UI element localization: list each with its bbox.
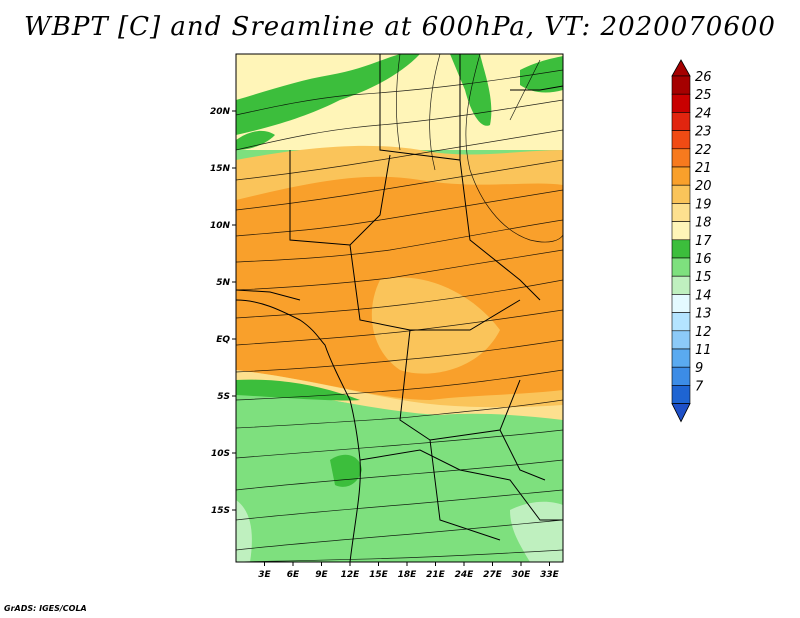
colorbar: 26 25 24 23 22 21 20 19 18 17 16 15 14 13 12 11 9 7 [671,59,712,423]
colorbar-swatch [671,294,691,313]
lon-tick-label: 18E [398,570,418,580]
colorbar-swatch [671,348,691,368]
colorbar-label: 12 [695,325,712,340]
colorbar-swatch [671,239,691,259]
colorbar-swatch [671,75,691,95]
lat-tick-label: EQ [216,335,230,345]
colorbar-swatch [671,166,691,186]
colorbar-label: 13 [695,307,712,322]
colorbar-swatch [671,366,691,386]
colorbar-swatch [671,257,691,277]
colorbar-label: 14 [695,288,712,303]
lon-tick-label: 33E [540,570,560,580]
lat-tick-label: 5N [216,278,230,288]
grads-credit: GrADS: IGES/COLA [4,604,87,613]
colorbar-bottom-arrow [671,403,691,423]
lon-tick-label: 15E [369,570,389,580]
streamlines [236,54,563,562]
colorbar-swatch [671,112,691,131]
colorbar-label: 7 [695,379,704,394]
colorbar-swatch [671,330,691,350]
colorbar-label: 23 [695,125,712,140]
colorbar-label: 15 [695,270,712,285]
latitude-axis: 20N 15N 10N 5N EQ 5S 10S 15S [210,107,236,516]
colorbar-label: 21 [695,161,712,176]
lon-tick-label: 3E [258,570,271,580]
lat-tick-label: 10S [211,449,230,459]
map-title: WBPT [C] and Sreamline at 600hPa, VT: 20… [24,12,776,42]
lat-tick-label: 20N [210,107,231,117]
country-borders [236,54,563,562]
longitude-axis: 3E 6E 9E 12E 15E 18E 21E 24E 27E 30E 33E [258,562,560,580]
colorbar-label: 16 [695,252,712,267]
colorbar-label: 20 [695,179,712,194]
colorbar-swatch [671,312,691,332]
colorbar-label: 26 [695,70,712,85]
colorbar-top-arrow [671,59,691,77]
colorbar-label: 22 [695,143,712,158]
colorbar-swatch [671,148,691,168]
lon-tick-label: 9E [315,570,328,580]
colorbar-label: 9 [695,361,703,376]
colorbar-swatch [671,221,691,241]
map-frame [235,53,564,563]
colorbar-swatch [671,93,691,113]
colorbar-label: 24 [695,106,712,121]
lat-tick-label: 15S [211,506,230,516]
lon-tick-label: 6E [287,570,300,580]
lon-tick-label: 21E [426,570,446,580]
colorbar-label: 18 [695,216,712,231]
colorbar-swatch [671,130,691,150]
lon-tick-label: 30E [512,570,532,580]
lat-tick-label: 5S [217,392,230,402]
colorbar-swatch [671,203,691,222]
colorbar-swatch [671,385,691,404]
colorbar-swatch [671,184,691,204]
lat-tick-label: 15N [210,164,231,174]
colorbar-label: 25 [695,88,712,103]
colorbar-label: 19 [695,197,712,212]
colorbar-swatch [671,275,691,295]
colorbar-label: 11 [695,343,712,358]
lat-tick-label: 10N [210,221,231,231]
lon-tick-label: 27E [483,570,503,580]
colorbar-label: 17 [695,234,712,249]
lon-tick-label: 12E [341,570,361,580]
lon-tick-label: 24E [455,570,475,580]
